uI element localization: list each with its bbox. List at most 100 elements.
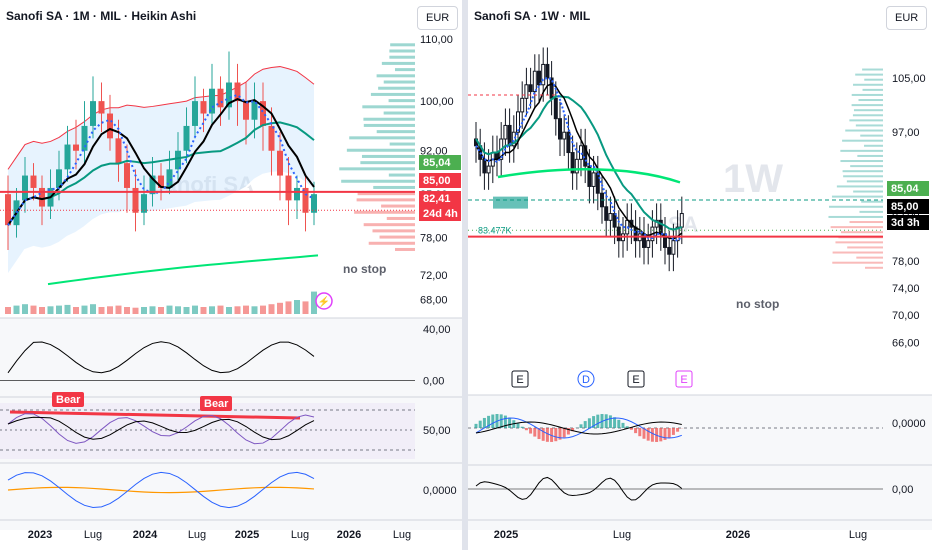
osc1-tick-label: 0,0000 <box>892 418 926 430</box>
candle-body <box>612 213 617 228</box>
bear-label-bg <box>200 396 232 411</box>
candle-body <box>285 175 292 201</box>
candle-body <box>192 101 198 126</box>
macd-histogram-bar <box>604 414 608 428</box>
candle-body <box>524 84 529 99</box>
candle-body <box>166 169 173 188</box>
macd-signal-line <box>475 421 682 435</box>
volume-profile-bar <box>354 210 415 214</box>
event-label: D <box>582 374 590 386</box>
candle-body <box>570 152 575 174</box>
candle-body <box>98 101 105 114</box>
candle-body <box>107 113 113 139</box>
panel-divider[interactable] <box>462 0 468 550</box>
candle-body <box>604 206 609 221</box>
candle-body <box>124 163 130 188</box>
ma-line <box>475 83 683 240</box>
right-currency-button[interactable]: EUR <box>886 6 928 30</box>
volume-profile-bar <box>386 216 415 220</box>
volume-profile-bar <box>341 179 415 183</box>
volume-profile-bar <box>362 105 415 109</box>
candle-body <box>545 63 550 79</box>
volume-profile-bar <box>389 55 415 59</box>
price-badge-bg <box>887 199 929 214</box>
volume-profile-bar <box>378 86 415 90</box>
macd-histogram-bar <box>474 423 478 428</box>
volume-profile-bar <box>389 142 415 146</box>
volume-profile-bar <box>849 221 883 224</box>
macd-histogram-bar <box>520 426 524 428</box>
candle-body <box>486 165 491 174</box>
y-tick-label: 70,00 <box>892 310 920 322</box>
volume-profile-bar <box>388 99 415 103</box>
macd-histogram-bar <box>621 422 625 428</box>
event-marker <box>627 370 645 388</box>
volume-profile-bar <box>388 173 415 177</box>
y-tick-label: 68,00 <box>420 295 448 307</box>
rsi-signal-line <box>7 416 315 441</box>
volume-profile-bar <box>862 68 883 71</box>
upper-band-line <box>7 66 315 170</box>
volume-profile-bar <box>368 241 415 245</box>
candle-body <box>616 226 621 242</box>
volume-bar <box>39 307 45 314</box>
candle-body <box>30 175 37 188</box>
macd-histogram-bar <box>667 428 671 438</box>
volume-bar <box>226 307 232 314</box>
candle-body <box>507 124 512 147</box>
left-currency-button[interactable]: EUR <box>417 6 459 30</box>
x-tick-label: 2025 <box>494 529 518 541</box>
candle-body <box>574 158 579 174</box>
candle-body <box>511 131 516 147</box>
volume-bar <box>311 291 317 314</box>
candle-body <box>277 150 283 176</box>
macd-histogram-bar <box>676 428 680 432</box>
volume-bar <box>132 307 139 314</box>
macd-histogram-bar <box>592 416 596 428</box>
candle-body <box>532 70 537 93</box>
volume-bar <box>217 305 224 314</box>
candle-body <box>64 144 71 170</box>
candle-body <box>566 131 571 154</box>
volume-profile-bar <box>860 134 883 137</box>
event-label: E <box>680 374 687 386</box>
volume-profile-bar <box>390 43 415 47</box>
price-badge: 24d 4h <box>423 208 458 220</box>
volume-profile-bar <box>383 111 415 115</box>
volume-bar <box>22 304 28 314</box>
candle-body <box>217 88 224 108</box>
volume-bar <box>243 305 249 314</box>
candle-body <box>158 175 164 188</box>
candle-body <box>81 125 88 151</box>
volume-bar <box>107 306 113 314</box>
volume-bar <box>81 305 88 314</box>
volume-profile-bar <box>864 78 883 81</box>
volume-profile-bar <box>376 74 415 78</box>
left-chart-title: Sanofi SA · 1M · MIL · Heikin Ashi <box>6 9 197 23</box>
macd-histogram-bar <box>638 428 642 437</box>
bear-label-bg <box>52 392 84 407</box>
volume-profile-bar <box>850 165 883 168</box>
price-badge: 85,04 <box>423 157 451 169</box>
volume-bar <box>192 305 198 314</box>
macd-histogram-bar <box>629 428 633 430</box>
accumulation-box <box>493 196 528 209</box>
no-stop-label: no stop <box>736 297 779 311</box>
volume-profile-bar <box>356 198 415 202</box>
price-badge-bg <box>419 206 461 221</box>
volume-profile-bar <box>856 256 883 259</box>
osc3-blue-line <box>7 471 315 509</box>
long-ma-line <box>47 254 319 286</box>
volume-profile-bar <box>360 161 415 165</box>
volume-bar <box>302 301 309 314</box>
volume-label: 83.477K <box>478 225 512 235</box>
candle-body <box>260 101 266 126</box>
candle-body <box>149 175 156 195</box>
volume-bar <box>47 306 54 314</box>
lower-band-line <box>7 170 315 276</box>
macd-histogram-bar <box>671 428 675 435</box>
